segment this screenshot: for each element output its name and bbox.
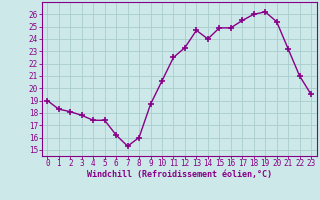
X-axis label: Windchill (Refroidissement éolien,°C): Windchill (Refroidissement éolien,°C) [87,170,272,179]
